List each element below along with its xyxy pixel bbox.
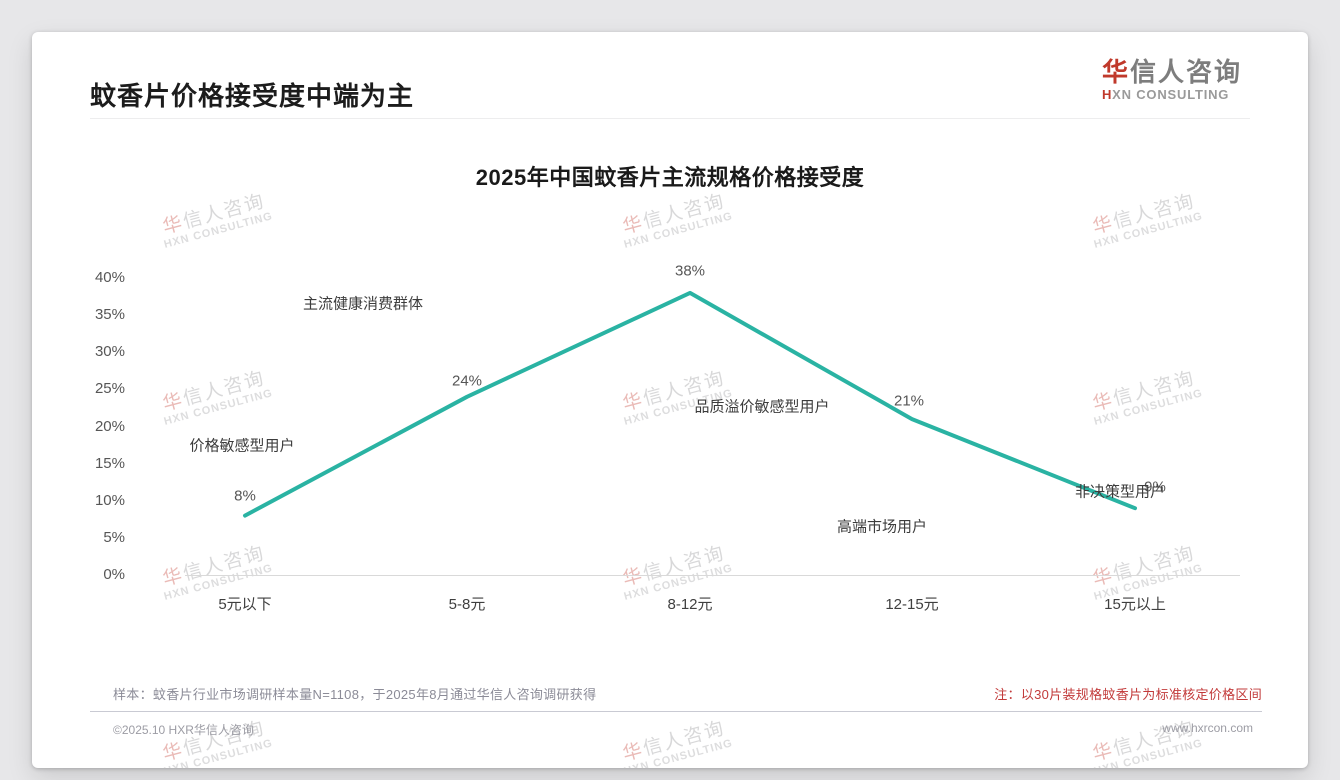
brand-logo-en-rest: XN CONSULTING bbox=[1112, 86, 1230, 102]
line-series-path bbox=[243, 290, 1137, 518]
y-axis-tick-label: 30% bbox=[94, 343, 125, 361]
brand-logo-zh: 华信人咨询 bbox=[1101, 57, 1242, 88]
brand-logo-zh-accent: 华 bbox=[1101, 57, 1130, 87]
x-axis-baseline bbox=[185, 575, 1240, 576]
data-point-value-label: 9% bbox=[1144, 478, 1166, 496]
footer-divider bbox=[90, 711, 1262, 712]
copyright-text: ©2025.10 HXR华信人咨询 bbox=[113, 723, 254, 737]
x-axis-category-label: 12-15元 bbox=[885, 596, 939, 613]
x-axis-category-label: 5元以下 bbox=[218, 596, 272, 613]
page-title: 蚊香片价格接受度中端为主 bbox=[90, 81, 415, 111]
brand-logo: 华信人咨询 HXN CONSULTING bbox=[1101, 57, 1242, 102]
brand-logo-zh-rest: 信人咨询 bbox=[1129, 57, 1242, 87]
data-point-value-label: 8% bbox=[234, 487, 256, 505]
y-axis-tick-label: 10% bbox=[94, 491, 125, 509]
data-point-value-label: 38% bbox=[674, 262, 706, 280]
x-axis-category-label: 8-12元 bbox=[667, 596, 713, 613]
acceptance-line-series bbox=[243, 290, 1137, 518]
y-axis-tick-label: 40% bbox=[94, 269, 125, 286]
data-point-value-label: 21% bbox=[893, 392, 925, 410]
segment-annotation: 品质溢价敏感型用户 bbox=[694, 398, 830, 416]
y-axis-tick-label: 5% bbox=[103, 528, 125, 546]
y-axis-tick-label: 15% bbox=[94, 454, 125, 472]
price-basis-note: 注：以30片装规格蚊香片为标准核定价格区间 bbox=[994, 687, 1262, 702]
data-point-value-label: 24% bbox=[451, 372, 483, 390]
sample-note: 样本：蚊香片行业市场调研样本量N=1108，于2025年8月通过华信人咨询调研获… bbox=[113, 687, 597, 702]
x-axis-category-label: 15元以上 bbox=[1104, 596, 1166, 613]
y-axis-tick-label: 20% bbox=[94, 417, 125, 435]
chart-title: 2025年中国蚊香片主流规格价格接受度 bbox=[475, 165, 865, 190]
website-text: www.hxrcon.com bbox=[1162, 721, 1253, 735]
y-axis-tick-label: 25% bbox=[94, 380, 125, 398]
brand-logo-en-accent: H bbox=[1101, 86, 1113, 102]
y-axis-tick-label: 0% bbox=[103, 566, 125, 583]
segment-annotation: 非决策型用户 bbox=[1074, 483, 1166, 501]
segment-annotation: 主流健康消费群体 bbox=[302, 295, 424, 313]
brand-logo-en: HXN CONSULTING bbox=[1101, 86, 1242, 102]
slide-card: 华信人咨询 HXN CONSULTING 华信人咨询 HXN CONSULTING 华信… bbox=[32, 32, 1308, 768]
line-chart: 40% 35% 30% 25% 20% 15% 10% 5% 0% 5元以下 5-8元 8-12元 12… bbox=[32, 32, 1308, 768]
segment-annotation: 价格敏感型用户 bbox=[189, 437, 295, 455]
segment-annotation: 高端市场用户 bbox=[836, 518, 928, 536]
y-axis-tick-label: 35% bbox=[94, 306, 125, 324]
x-axis-category-label: 5-8元 bbox=[448, 596, 486, 613]
title-divider bbox=[90, 118, 1250, 119]
